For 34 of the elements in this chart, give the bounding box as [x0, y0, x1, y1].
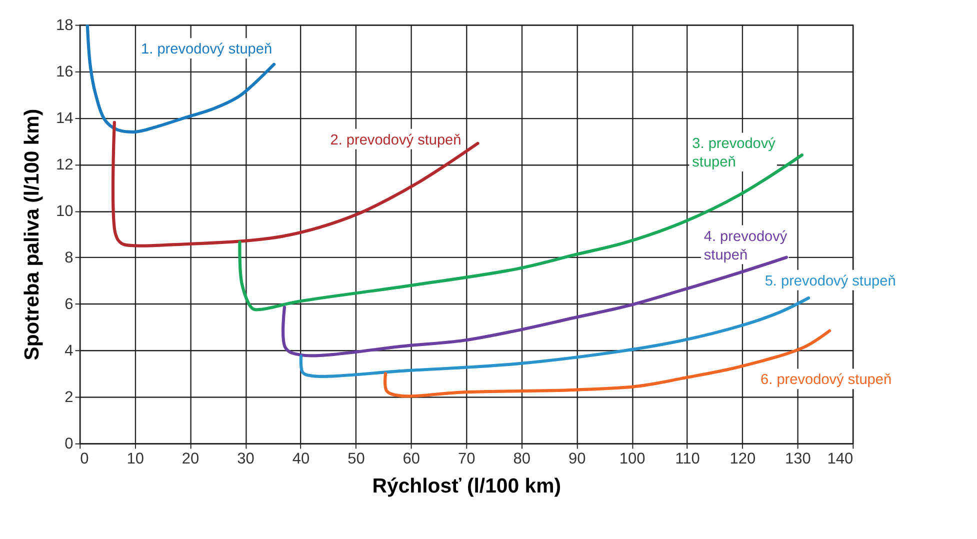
- x-tick-label: 50: [348, 450, 366, 468]
- y-tick-label: 2: [64, 389, 74, 406]
- y-tick-label: 8: [64, 250, 74, 267]
- x-tick-label: 130: [785, 450, 812, 468]
- series-label: 5. prevodový stupeň: [764, 273, 896, 290]
- y-tick-label: 18: [56, 17, 74, 34]
- series-label: 1. prevodový stupeň: [141, 42, 272, 58]
- x-tick-label: 20: [182, 450, 200, 468]
- x-tick-label: 120: [730, 450, 756, 468]
- y-tick-label: 0: [64, 436, 74, 453]
- x-tick-label: 100: [619, 450, 646, 468]
- x-tick-label: 90: [568, 450, 586, 468]
- x-tick-label: 70: [458, 450, 476, 468]
- series-label: 3. prevodový stupeň: [692, 136, 776, 171]
- line-series: [86, 24, 276, 134]
- y-tick-label: 4: [64, 342, 74, 360]
- x-tick-label: 110: [675, 450, 700, 468]
- series-label: 6. prevodový stupeň: [760, 372, 892, 388]
- x-tick-label: 30: [237, 450, 255, 468]
- series-label: 4. prevodový stupeň: [704, 228, 788, 264]
- y-axis-title: Spotreba paliva (l/100 km): [22, 108, 44, 360]
- y-tick-label: 14: [56, 110, 74, 128]
- y-tick-label: 16: [56, 64, 74, 81]
- y-tick-label: 10: [56, 203, 74, 220]
- x-tick-label: 10: [126, 450, 144, 468]
- y-tick-label: 12: [56, 156, 74, 174]
- x-tick-label: 60: [402, 450, 420, 468]
- series-label: 2. prevodový stupeň: [330, 132, 462, 148]
- x-tick-label: 0: [80, 450, 90, 468]
- x-tick-label: 40: [292, 450, 310, 468]
- x-tick-label: 80: [513, 450, 531, 468]
- y-tick-label: 6: [64, 296, 74, 314]
- x-tick-label: 140: [827, 450, 854, 468]
- x-axis-title: Rýchlosť (l/100 km): [372, 475, 561, 498]
